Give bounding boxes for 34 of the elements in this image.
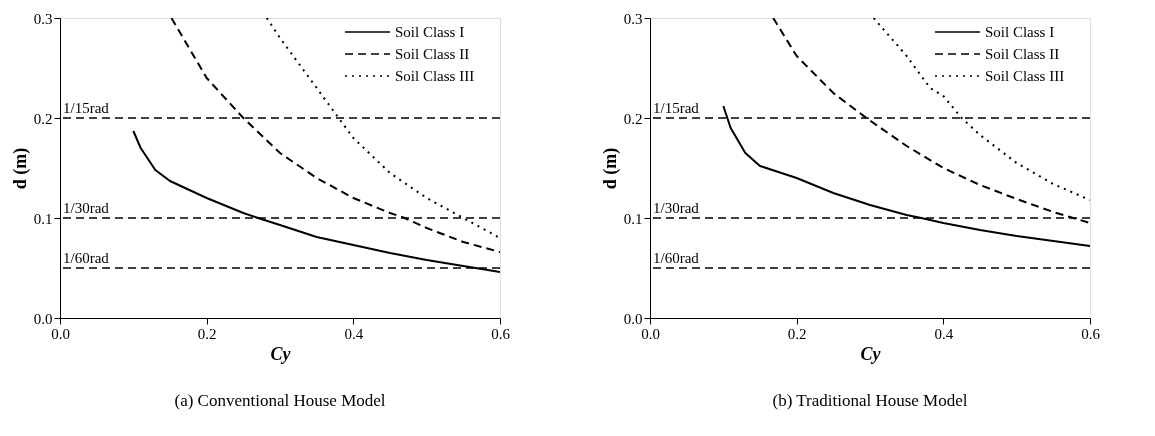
x-tick-label: 0.4	[344, 325, 364, 342]
y-axis-title: d (m)	[9, 147, 31, 190]
ref-line-label: 1/60rad	[653, 250, 700, 266]
x-tick-label: 0.0	[641, 325, 660, 342]
y-tick-label: 0.0	[623, 310, 643, 327]
ref-line-label: 1/15rad	[63, 100, 110, 116]
y-tick-label: 0.0	[33, 310, 53, 327]
y-tick-label: 0.2	[33, 110, 53, 127]
x-tick-label: 0.6	[491, 325, 511, 342]
ref-line-label: 1/30rad	[63, 200, 110, 216]
x-tick-label: 0.4	[934, 325, 954, 342]
y-tick-label: 0.1	[623, 210, 643, 227]
x-tick-label: 0.0	[51, 325, 70, 342]
y-axis-title: d (m)	[599, 147, 621, 190]
y-tick-label: 0.3	[623, 10, 643, 27]
legend-label: Soil Class III	[985, 68, 1065, 84]
legend-label: Soil Class II	[985, 46, 1060, 62]
legend-label: Soil Class I	[395, 24, 465, 40]
ref-line-label: 1/30rad	[653, 200, 700, 216]
x-tick-label: 0.2	[197, 325, 217, 342]
ref-line-label: 1/15rad	[653, 100, 700, 116]
x-tick-label: 0.2	[787, 325, 807, 342]
legend-label: Soil Class II	[395, 46, 470, 62]
x-axis-title: Cy	[860, 343, 882, 364]
y-tick-label: 0.1	[33, 210, 53, 227]
x-tick-label: 0.6	[1081, 325, 1101, 342]
ref-line-label: 1/60rad	[63, 250, 110, 266]
text: (a) Conventional House Model	[174, 391, 386, 410]
y-tick-label: 0.2	[623, 110, 643, 127]
y-tick-label: 0.3	[33, 10, 53, 27]
text: (b) Traditional House Model	[772, 391, 968, 410]
legend-label: Soil Class III	[395, 68, 475, 84]
x-axis-title: Cy	[270, 343, 292, 364]
legend-label: Soil Class I	[985, 24, 1055, 40]
